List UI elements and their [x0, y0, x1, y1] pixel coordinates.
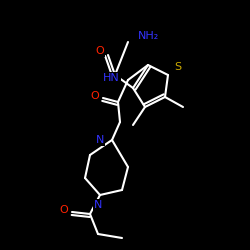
Text: N: N: [94, 200, 102, 210]
Text: O: O: [90, 91, 100, 101]
Text: NH₂: NH₂: [138, 31, 159, 41]
Text: S: S: [174, 62, 182, 72]
Text: O: O: [60, 205, 68, 215]
Text: HN: HN: [103, 73, 120, 83]
Text: O: O: [96, 46, 104, 56]
Text: N: N: [96, 135, 104, 145]
